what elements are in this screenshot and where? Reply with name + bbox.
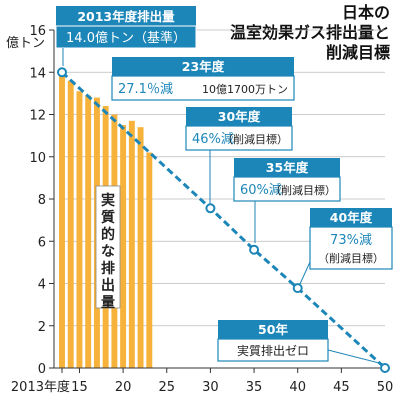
annotation-2035-head-bg — [234, 158, 340, 177]
bar-series-label-char: 出 — [101, 277, 115, 294]
y-tick-label: 8 — [38, 193, 46, 208]
bar-series-label-char: 排 — [101, 260, 115, 277]
bar-series-label: 実質的な排出量 — [101, 192, 115, 311]
annotation-2040-head-bg — [310, 208, 392, 227]
x-tick-label: 20 — [115, 380, 132, 395]
bar-series-label-char: 量 — [101, 295, 115, 311]
target-point-2035 — [249, 244, 260, 255]
annotation-2035-value: 60%減 — [240, 182, 282, 198]
annotation-2013-base: 2013年度排出量 14.0億トン（基準） — [55, 6, 197, 66]
annotation-2013-value-bg — [55, 25, 197, 49]
bar-2023 — [146, 152, 153, 368]
x-tick-label: 30 — [202, 380, 219, 395]
annotation-2040-body-bg — [309, 226, 393, 270]
annotation-2030-head-bg — [186, 107, 292, 126]
annotation-2035-note: （削減目標） — [270, 183, 336, 197]
y-tick-label: 12 — [29, 109, 46, 124]
target-line-series — [57, 67, 390, 373]
title-line-1: 日本の — [342, 3, 390, 22]
title-line-2: 温室効果ガス排出量と — [229, 23, 390, 42]
bar-2022 — [137, 127, 144, 368]
bar-series-label-bg — [95, 185, 121, 309]
x-tick-label: 25 — [158, 380, 175, 395]
annotation-2050-head-bg — [218, 320, 328, 339]
target-point-2050 — [380, 363, 390, 373]
y-tick-labels: 0 2 4 6 8 10 12 14 16 — [29, 24, 46, 377]
annotation-2023-head: 23年度 — [182, 59, 225, 74]
title-line-3: 削減目標 — [326, 43, 390, 62]
annotation-2023-body-bg — [111, 75, 295, 101]
annotation-2013-head: 2013年度排出量 — [77, 9, 175, 24]
annotation-2023-note: 10億1700万トン — [202, 83, 288, 96]
annotation-2013-value: 14.0億トン（基準） — [66, 30, 186, 46]
y-tick-label: 2 — [38, 320, 46, 335]
chart-title: 日本の 温室効果ガス排出量と 削減目標 — [229, 3, 390, 62]
annotation-2030-body-bg — [185, 125, 293, 151]
annotation-2023-head-bg — [112, 57, 294, 76]
annotation-2013-head-bg — [56, 6, 196, 26]
annotation-2040-value: 73%減 — [330, 232, 372, 248]
bar-series-label-char: な — [101, 244, 115, 260]
annotation-2035-head: 35年度 — [266, 160, 309, 175]
y-tick-label: 14 — [29, 66, 46, 81]
annotation-2040: 40年度 73%減 （削減目標） — [299, 208, 393, 285]
bar-2020 — [120, 125, 127, 368]
annotation-2030: 30年度 46%減 （削減目標） — [185, 107, 293, 204]
target-point-2030 — [205, 203, 216, 214]
bar-2014 — [67, 80, 74, 368]
annotation-2050-head: 50年 — [258, 322, 288, 337]
bar-2015 — [76, 91, 83, 368]
y-tick-label: 10 — [29, 151, 46, 166]
x-tick-label: 15 — [71, 380, 88, 395]
annotation-2030-head: 30年度 — [218, 109, 261, 124]
x-tick-labels: 2013年度 15 20 25 30 35 40 45 50 — [11, 379, 393, 395]
annotation-2023: 23年度 27.1％減 10億1700万トン — [111, 57, 295, 101]
target-point-2040 — [292, 283, 303, 294]
bar-2013 — [59, 72, 65, 368]
y-tick-label: 0 — [38, 362, 46, 377]
x-tick-label: 50 — [377, 380, 394, 395]
y-tick-label: 4 — [38, 278, 46, 293]
annotation-2040-note: （削減目標） — [318, 251, 384, 265]
bar-2016 — [85, 95, 92, 369]
x-tick-label: 2013年度 — [11, 379, 70, 395]
annotation-2030-value: 46%減 — [192, 131, 234, 147]
x-tick-label: 35 — [246, 380, 263, 395]
annotation-2035: 35年度 60%減 （削減目標） — [233, 158, 341, 243]
y-tick-label: 6 — [38, 235, 46, 250]
target-line — [60, 71, 387, 370]
bar-series-label-char: 質 — [101, 209, 115, 226]
annotation-2050-leader — [327, 349, 384, 365]
bar-series-label-char: 的 — [101, 226, 115, 243]
y-axis-unit-label: 億トン — [6, 35, 45, 51]
annotation-2035-body-bg — [233, 176, 341, 202]
annotation-2050: 50年 実質排出ゼロ — [217, 320, 384, 365]
bar-series-label-box: 実質的な排出量 — [95, 185, 121, 311]
x-tick-label: 45 — [333, 380, 350, 395]
annotation-2050-value: 実質排出ゼロ — [237, 343, 309, 358]
axes — [49, 29, 389, 373]
target-point-2013 — [57, 67, 67, 78]
y-tick-label: 16 — [29, 24, 46, 39]
annotation-2023-value: 27.1％減 — [118, 81, 173, 97]
annotation-2040-head: 40年度 — [330, 210, 373, 225]
x-tick-label: 40 — [289, 380, 306, 395]
annotation-2040-leader — [299, 261, 311, 285]
annotation-2030-note: （削減目標） — [222, 132, 288, 146]
bar-series-label-char: 実 — [101, 192, 115, 209]
bar-2021 — [128, 120, 135, 369]
